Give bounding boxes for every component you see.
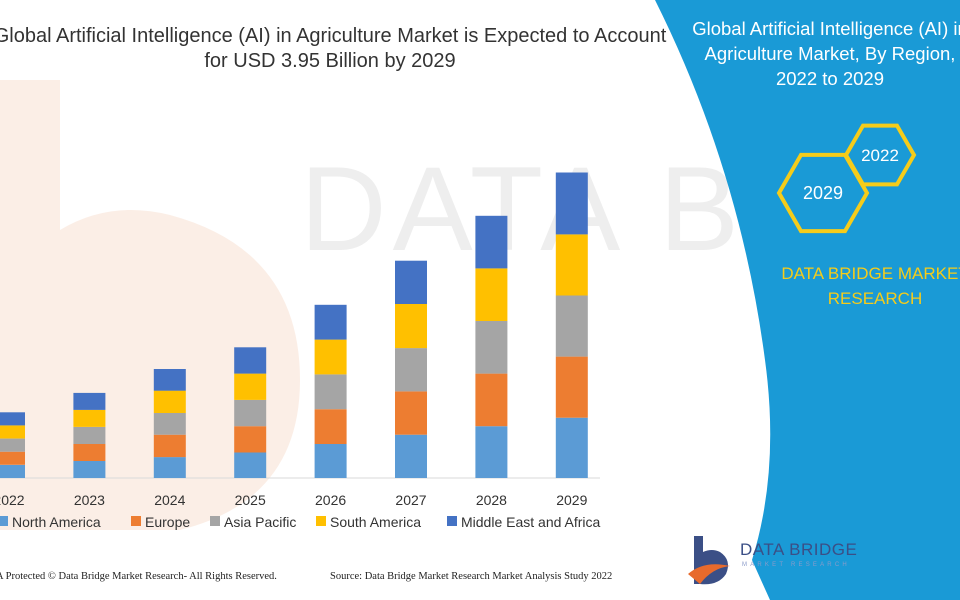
footer-copyright: A Protected © Data Bridge Market Researc… [0,571,277,582]
x-tick-label-2027: 2027 [395,492,426,508]
bar-2028-middle-east-and-africa [475,215,508,269]
bar-2025-europe [234,426,267,453]
side-panel-title-line-3: 2022 to 2029 [775,68,885,89]
bar-2026-asia-pacific [314,374,347,410]
bar-2029-europe [555,356,588,418]
bar-2027-south-america [395,304,427,349]
bar-2023-middle-east-and-africa [73,392,106,410]
legend-swatch-middle-east-and-africa [447,516,457,526]
bar-2022-north-america [0,464,25,478]
bar-2029-south-america [555,234,588,296]
bar-2026-middle-east-and-africa [314,304,347,340]
bar-2024-south-america [153,390,186,413]
bar-2022-europe [0,451,25,465]
side-panel-title-line-1: Global Artificial Intelligence (AI) in [692,18,960,39]
legend-swatch-asia-pacific [210,516,220,526]
bar-2025-south-america [234,373,267,400]
bar-2029-middle-east-and-africa [555,172,588,235]
bar-2028-south-america [475,268,508,321]
bar-2029-north-america [555,417,588,478]
side-panel-title: Global Artificial Intelligence (AI) in A… [670,16,960,91]
bar-2024-middle-east-and-africa [153,369,186,391]
legend-label-europe: Europe [145,514,190,530]
bar-2024-asia-pacific [153,413,186,435]
x-tick-label-2024: 2024 [154,492,185,508]
x-tick-label-2026: 2026 [315,492,346,508]
hexagon-label-2022: 2022 [861,146,899,165]
side-panel-brand-line-1: DATA BRIDGE MARKET [781,264,960,283]
bar-2027-europe [395,391,427,435]
bar-2022-asia-pacific [0,438,25,452]
bar-2022-middle-east-and-africa [0,412,25,426]
bar-2026-south-america [314,339,347,375]
bar-2023-north-america [73,461,106,478]
bar-2029-asia-pacific [555,295,588,357]
bar-2028-europe [475,373,508,427]
legend-label-north-america: North America [12,514,101,530]
hexagon-2029 [776,152,870,234]
stacked-bar-chart: 2022 2023 2024 2025 2026 2027 2028 2029 North Am… [0,172,601,530]
x-tick-label-2023: 2023 [74,492,105,508]
bar-2027-middle-east-and-africa [395,260,427,304]
bar-2023-south-america [73,409,106,427]
side-panel-title-line-2: Agriculture Market, By Region, [704,43,956,64]
bar-2023-asia-pacific [73,427,106,444]
bar-2024-north-america [153,457,186,478]
legend-label-middle-east-and-africa: Middle East and Africa [461,514,601,530]
chart-title-line-2: for USD 3.95 Billion by 2029 [204,50,456,72]
legend-swatch-south-america [316,516,326,526]
bar-2026-europe [314,409,347,444]
hexagon-label-2029: 2029 [803,183,843,203]
bar-2023-europe [73,444,106,461]
x-tick-label-2022: 2022 [0,492,25,508]
bar-2025-middle-east-and-africa [234,347,267,374]
bar-2026-north-america [314,444,347,478]
logo-subtitle: MARKET RESEARCH [742,562,850,568]
legend-label-asia-pacific: Asia Pacific [224,514,296,530]
x-tick-label-2029: 2029 [556,492,587,508]
x-tick-label-2028: 2028 [476,492,507,508]
x-tick-label-2025: 2025 [235,492,266,508]
logo-name: DATA BRIDGE [740,540,858,559]
legend-label-south-america: South America [330,514,421,530]
bar-2027-asia-pacific [395,348,427,392]
chart-title: Global Artificial Intelligence (AI) in A… [0,24,680,74]
data-bridge-logo-icon [688,536,730,585]
side-panel-brand: DATA BRIDGE MARKET RESEARCH [760,261,960,311]
bar-2027-north-america [395,434,427,478]
bar-2028-north-america [475,426,508,478]
bar-2022-south-america [0,425,25,439]
legend-swatch-north-america [0,516,8,526]
side-panel [655,0,960,600]
bar-2028-asia-pacific [475,321,508,374]
side-panel-brand-line-2: RESEARCH [827,289,923,308]
bar-2025-asia-pacific [234,399,267,427]
hexagon-group: 2022 2029 [776,123,917,234]
chart-title-line-1: Global Artificial Intelligence (AI) in A… [0,25,667,47]
bar-2025-north-america [234,452,267,478]
bar-2024-europe [153,434,186,458]
footer-source: Source: Data Bridge Market Research Mark… [330,571,613,582]
legend-swatch-europe [131,516,141,526]
